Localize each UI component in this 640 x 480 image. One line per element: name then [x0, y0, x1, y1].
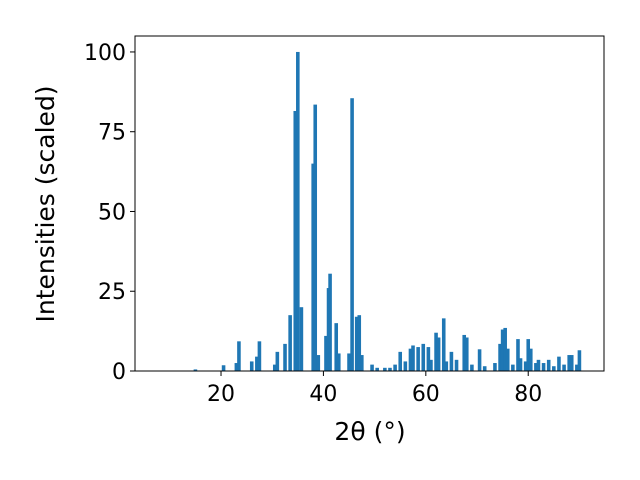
bar — [347, 353, 351, 371]
bar — [328, 273, 332, 371]
bar — [557, 356, 561, 371]
bar — [436, 337, 441, 371]
bar — [193, 369, 198, 371]
bar — [477, 349, 482, 371]
bar — [567, 355, 571, 371]
bar — [255, 356, 259, 371]
bar — [249, 361, 254, 371]
y-tick-label: 50 — [98, 200, 126, 225]
bar — [257, 341, 262, 371]
bar — [283, 343, 287, 371]
bar — [429, 359, 433, 371]
bar — [503, 327, 507, 371]
bar — [534, 363, 538, 371]
bar — [350, 98, 354, 371]
bar — [498, 343, 502, 371]
y-tick-label: 25 — [98, 280, 126, 305]
bar — [383, 367, 387, 371]
bar — [546, 359, 551, 371]
bar — [552, 366, 556, 371]
bar — [421, 343, 426, 371]
bar — [462, 334, 467, 371]
bar — [357, 315, 362, 371]
bar — [398, 351, 403, 371]
x-tick-label: 60 — [412, 382, 440, 407]
bar — [511, 364, 515, 371]
bar — [441, 318, 446, 371]
x-tick-label: 20 — [207, 382, 235, 407]
bar — [426, 347, 431, 371]
bar — [577, 350, 582, 371]
bar — [313, 104, 318, 371]
plot-frame — [134, 35, 605, 372]
bar — [526, 339, 531, 371]
x-tick-label: 80 — [514, 382, 542, 407]
bar — [493, 363, 497, 371]
bar — [296, 51, 300, 371]
y-axis-label: Intensities (scaled) — [31, 85, 60, 322]
bar — [562, 364, 566, 371]
y-tick-label: 0 — [112, 360, 126, 385]
bar — [482, 366, 487, 371]
bar — [275, 351, 280, 371]
x-axis-label: 2θ (°) — [334, 417, 405, 446]
y-tick-label: 75 — [98, 121, 126, 146]
bar — [221, 365, 226, 371]
bar — [569, 355, 574, 371]
bar — [388, 367, 392, 371]
bar — [272, 364, 277, 371]
bar — [375, 367, 379, 371]
bar — [360, 355, 364, 371]
bar — [354, 316, 359, 371]
bar — [403, 361, 408, 371]
bar — [370, 364, 374, 371]
x-tick-label: 40 — [309, 382, 337, 407]
bar — [449, 351, 454, 371]
bar — [434, 332, 438, 371]
bar — [299, 307, 304, 371]
bar — [316, 355, 321, 371]
bar — [237, 341, 241, 371]
bar — [454, 359, 459, 371]
bar — [536, 359, 541, 371]
bar — [541, 363, 546, 371]
bar — [518, 358, 523, 371]
y-tick-label: 100 — [84, 41, 126, 66]
bar — [408, 348, 413, 371]
bar — [311, 163, 315, 371]
bar — [416, 347, 420, 371]
bar — [523, 361, 528, 371]
bar — [293, 110, 298, 371]
bar — [234, 363, 239, 371]
bar — [411, 345, 415, 371]
bar — [464, 337, 469, 371]
bar — [336, 353, 341, 371]
bar — [288, 315, 292, 371]
bar — [575, 364, 579, 371]
bar — [324, 335, 328, 371]
bar — [528, 348, 533, 371]
bar — [444, 361, 449, 371]
bar — [500, 329, 505, 371]
bar — [334, 323, 339, 371]
bar — [516, 339, 520, 371]
bar — [470, 364, 474, 371]
bar — [393, 364, 397, 371]
bar — [505, 348, 510, 371]
